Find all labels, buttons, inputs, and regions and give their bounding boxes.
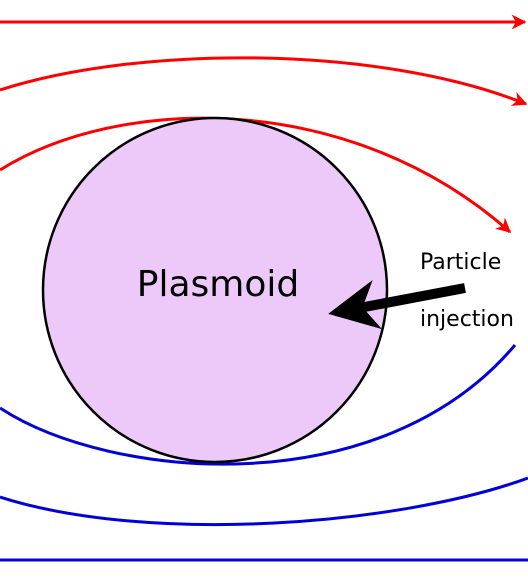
plasmoid-circle <box>41 116 389 464</box>
particle-label: Particle <box>420 250 501 275</box>
lower-field-line-inner <box>0 344 517 466</box>
upper-field-line-middle <box>0 56 528 106</box>
injection-label: injection <box>420 307 514 332</box>
lower-field-line-middle <box>0 476 528 527</box>
arrow-left-icon <box>328 280 466 330</box>
plasmoid-label: Plasmoid <box>137 264 299 305</box>
